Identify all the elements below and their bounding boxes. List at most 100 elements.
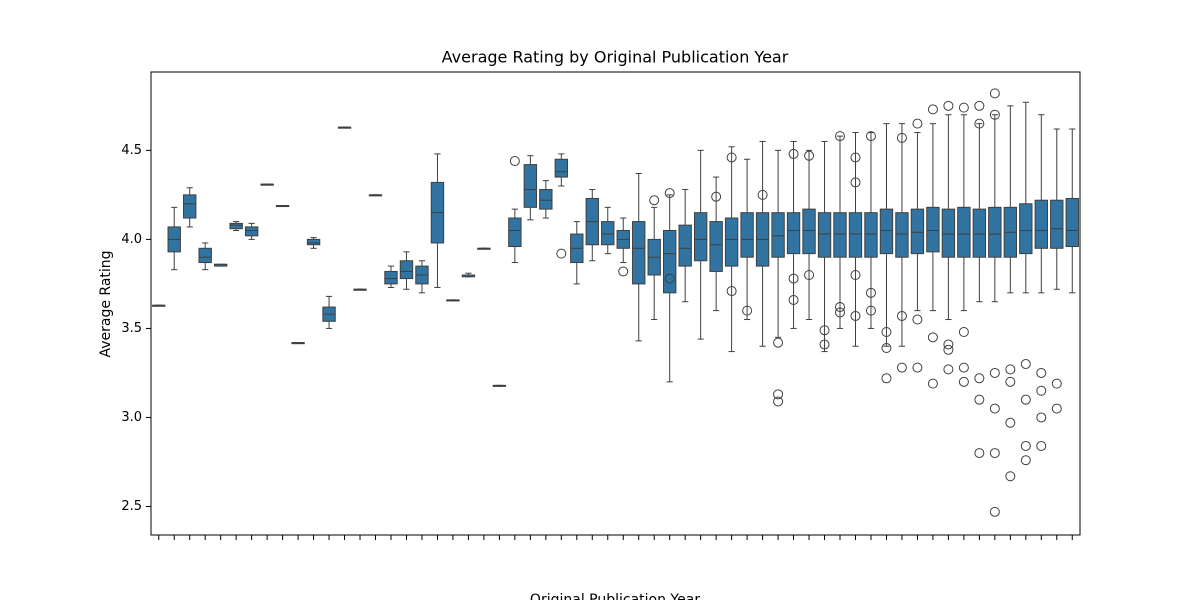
outlier (912, 118, 923, 129)
outlier (989, 367, 1000, 378)
y-tick-label: 4.0 (121, 232, 142, 247)
outlier (927, 378, 938, 389)
outlier (556, 248, 567, 259)
box (895, 212, 909, 258)
outlier (958, 376, 969, 387)
outlier (664, 188, 675, 199)
outlier (773, 337, 784, 348)
box (988, 206, 1002, 258)
outlier (989, 448, 1000, 459)
y-tick-label: 3.5 (121, 321, 142, 336)
outlier (958, 102, 969, 113)
outlier (881, 326, 892, 337)
outlier (896, 132, 907, 143)
outlier (773, 396, 784, 407)
outlier (912, 362, 923, 373)
outlier (974, 373, 985, 384)
box (941, 208, 956, 258)
outlier (974, 118, 985, 129)
box (198, 247, 212, 264)
outlier (804, 150, 815, 161)
outlier (1005, 417, 1016, 428)
outlier (819, 325, 830, 336)
box (709, 221, 723, 272)
outlier (958, 326, 969, 337)
outlier (804, 270, 815, 281)
outlier (881, 373, 892, 384)
box (399, 260, 414, 280)
box (384, 270, 398, 285)
box (554, 158, 569, 178)
outlier (726, 152, 737, 163)
outlier (788, 273, 799, 284)
outlier (664, 273, 675, 284)
outlier (974, 448, 985, 459)
outlier (865, 287, 876, 298)
outlier (835, 302, 846, 313)
outlier (788, 148, 799, 159)
box (1034, 199, 1048, 249)
outlier (896, 310, 907, 321)
box (662, 229, 677, 294)
outlier (1036, 440, 1047, 451)
box (508, 217, 522, 248)
outlier (881, 343, 892, 354)
outlier (865, 131, 876, 142)
box (1065, 197, 1079, 248)
box (802, 208, 816, 255)
outlier (1020, 440, 1031, 451)
outlier (1020, 455, 1031, 466)
outlier (989, 109, 1000, 120)
box (678, 224, 692, 267)
box (957, 206, 971, 258)
plot-frame (150, 71, 1081, 536)
box (864, 212, 878, 258)
box (306, 238, 321, 246)
outlier (974, 394, 985, 405)
outlier (1005, 376, 1016, 387)
outlier (896, 362, 907, 373)
outlier (912, 314, 923, 325)
box (1050, 199, 1064, 249)
box (724, 217, 739, 267)
outlier (989, 88, 1000, 99)
box (817, 212, 832, 258)
outlier (1005, 364, 1016, 375)
box (848, 212, 863, 258)
outlier (649, 195, 660, 206)
outlier (850, 310, 861, 321)
outlier (974, 100, 985, 111)
box (244, 226, 259, 237)
outlier (618, 266, 629, 277)
y-tick-label: 4.5 (121, 143, 142, 158)
box (632, 221, 646, 285)
outlier (1036, 385, 1047, 396)
box (693, 212, 708, 262)
box (833, 212, 847, 258)
box (539, 189, 553, 210)
outlier (850, 270, 861, 281)
outlier (726, 286, 737, 297)
outlier (1020, 359, 1031, 370)
box (910, 208, 925, 255)
y-axis-label: Average Rating (98, 250, 114, 357)
chart-title: Average Rating by Original Publication Y… (442, 48, 789, 67)
outlier (757, 189, 768, 200)
outlier (1051, 378, 1062, 389)
y-tick-label: 3.0 (121, 410, 142, 425)
outlier (850, 177, 861, 188)
outlier (989, 403, 1000, 414)
outlier (927, 104, 938, 115)
y-tick-label: 2.5 (121, 499, 142, 514)
box (229, 222, 243, 230)
outlier (1051, 403, 1062, 414)
outlier (773, 389, 784, 400)
box (1019, 203, 1033, 255)
outlier (1036, 367, 1047, 378)
outlier (865, 305, 876, 316)
outlier (1036, 412, 1047, 423)
outlier (819, 339, 830, 350)
outlier (509, 156, 520, 167)
outlier (788, 294, 799, 305)
